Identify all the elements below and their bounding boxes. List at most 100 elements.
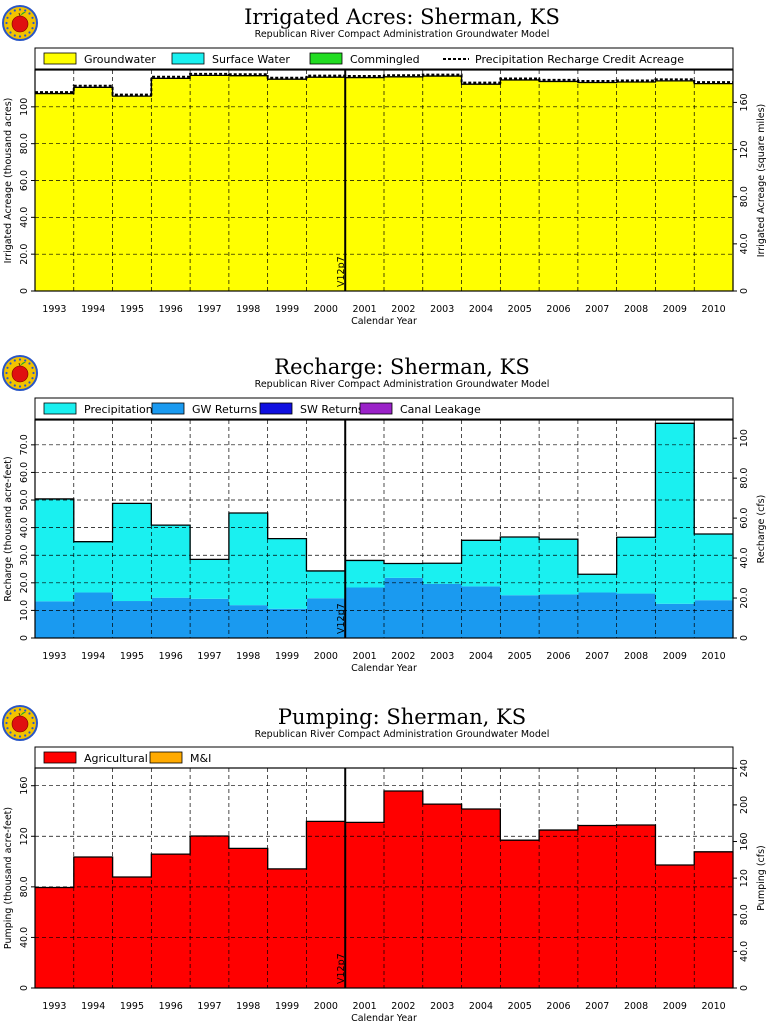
series-bar — [616, 537, 657, 594]
series-bar — [616, 81, 657, 291]
legend-item: Groundwater — [43, 52, 156, 66]
logo-dot — [18, 35, 22, 38]
logo-dot — [24, 34, 27, 37]
series-bar — [422, 804, 463, 988]
y2-tick-label: 60.0 — [739, 508, 750, 529]
legend-label: GW Returns — [192, 403, 257, 416]
x-tick-label: 2006 — [546, 1001, 570, 1012]
y2-axis-title: Recharge (cfs) — [756, 495, 767, 564]
series-bar — [384, 577, 424, 638]
y2-tick-label: 120 — [739, 869, 750, 887]
series-bar — [539, 81, 579, 291]
logo-dot — [28, 12, 31, 15]
legend-item: Commingled — [309, 52, 420, 66]
legend-item: Precipitation Recharge Credit Acreage — [443, 53, 684, 66]
series-bar — [306, 821, 346, 988]
x-tick-label: 2001 — [353, 651, 377, 662]
series-bar — [112, 876, 152, 988]
logo-dot — [31, 727, 34, 730]
x-tick-label: 1994 — [81, 651, 105, 662]
x-tick-label: 2010 — [702, 304, 726, 315]
logo-dot — [18, 708, 22, 711]
series-bar — [616, 593, 657, 638]
series-bar — [577, 825, 618, 988]
series-bar — [539, 539, 579, 595]
logo-dot — [6, 727, 9, 730]
x-tick-label: 2007 — [585, 304, 609, 315]
y2-tick-label: 20.0 — [739, 587, 750, 608]
series-bar — [35, 498, 75, 602]
logo-dot — [9, 712, 12, 715]
series-bar — [151, 597, 191, 638]
y2-tick-label: 40.0 — [739, 941, 750, 962]
legend-label: Canal Leakage — [400, 403, 481, 416]
chart-subtitle: Republican River Compact Administration … — [255, 729, 550, 740]
x-tick-label: 2009 — [663, 651, 687, 662]
logo-dot — [24, 384, 27, 387]
legend-swatch — [259, 402, 293, 415]
x-tick-label: 2002 — [391, 304, 415, 315]
y-tick-label: 20.0 — [19, 572, 30, 593]
x-tick-label: 2005 — [508, 304, 532, 315]
y2-tick-label: 200 — [739, 796, 750, 814]
y-tick-label: 70.0 — [19, 434, 30, 455]
logo-dot — [28, 712, 31, 715]
series-bar — [694, 533, 734, 601]
logo-dot — [6, 366, 9, 369]
legend-item: Canal Leakage — [359, 402, 481, 416]
logo-dot — [31, 27, 34, 30]
logo-dot — [31, 377, 34, 380]
legend-item: M&I — [149, 751, 211, 765]
y-tick-label: 60.0 — [19, 462, 30, 483]
logo-dot — [13, 359, 16, 362]
apple-logo-icon — [2, 5, 38, 41]
logo-dot — [18, 358, 22, 361]
series-bar — [228, 75, 269, 292]
series-bar — [577, 82, 618, 292]
x-tick-label: 2002 — [391, 651, 415, 662]
legend-item: SW Returns — [259, 402, 364, 416]
x-tick-label: 1996 — [159, 1001, 183, 1012]
x-tick-label: 2002 — [391, 1001, 415, 1012]
x-tick-label: 2007 — [585, 1001, 609, 1012]
legend-swatch — [151, 402, 185, 415]
x-tick-label: 2009 — [663, 1001, 687, 1012]
logo-stem — [18, 12, 21, 17]
legend-label: SW Returns — [300, 403, 364, 416]
x-tick-label: 2006 — [546, 304, 570, 315]
series-bar — [345, 560, 385, 588]
version-marker-label: V12p7 — [336, 256, 347, 287]
logo-dot — [31, 366, 34, 369]
x-tick-label: 2003 — [430, 1001, 454, 1012]
series-bar — [694, 851, 734, 988]
series-bar — [267, 608, 308, 638]
x-tick-label: 2003 — [430, 651, 454, 662]
series-bar — [267, 538, 308, 609]
series-bar — [151, 854, 191, 988]
logo-dot — [18, 385, 22, 388]
y2-tick-label: 80.0 — [739, 904, 750, 925]
series-bar — [190, 598, 230, 638]
y-axis-title: Recharge (thousand acre-feet) — [3, 456, 14, 601]
logo-leaf — [20, 11, 26, 16]
logo-dot — [28, 31, 31, 34]
logo-apple — [11, 15, 29, 33]
logo-dot — [28, 362, 31, 365]
x-tick-label: 1994 — [81, 304, 105, 315]
y-tick-label: 0 — [19, 985, 30, 991]
series-bar — [384, 563, 424, 578]
y-tick-label: 30.0 — [19, 545, 30, 566]
logo-dot — [6, 377, 9, 380]
series-bar — [151, 525, 191, 598]
series-bar — [461, 586, 501, 638]
series-bar — [151, 78, 191, 291]
x-tick-label: 2009 — [663, 304, 687, 315]
series-bar — [35, 887, 75, 988]
y-axis-title: Irrigated Acreage (thousand acres) — [3, 98, 14, 264]
y2-tick-label: 100 — [739, 429, 750, 447]
logo-dot — [28, 381, 31, 384]
legend-swatch — [149, 751, 183, 764]
series-bar — [461, 808, 501, 988]
logo-apple — [11, 715, 29, 733]
